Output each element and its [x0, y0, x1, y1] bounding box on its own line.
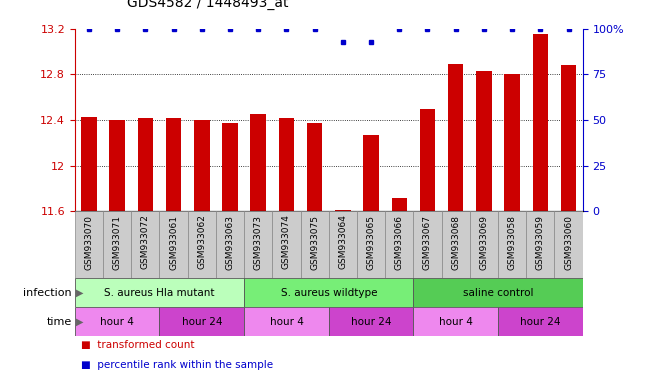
Text: infection: infection: [23, 288, 72, 298]
Text: GSM933065: GSM933065: [367, 215, 376, 270]
Bar: [75, 278, 244, 307]
Text: ■  transformed count: ■ transformed count: [81, 340, 195, 350]
Text: GSM933070: GSM933070: [85, 215, 94, 270]
Text: GSM933067: GSM933067: [423, 215, 432, 270]
Text: GSM933062: GSM933062: [197, 215, 206, 270]
Text: S. aureus wildtype: S. aureus wildtype: [281, 288, 377, 298]
Bar: [363, 135, 379, 211]
Text: hour 4: hour 4: [439, 316, 473, 327]
Bar: [505, 74, 520, 211]
Text: ▶: ▶: [76, 316, 84, 327]
Bar: [413, 211, 441, 278]
Text: GSM933063: GSM933063: [225, 215, 234, 270]
Text: S. aureus Hla mutant: S. aureus Hla mutant: [104, 288, 215, 298]
Bar: [279, 118, 294, 211]
Bar: [476, 71, 492, 211]
Bar: [159, 307, 244, 336]
Bar: [561, 65, 576, 211]
Bar: [329, 307, 413, 336]
Bar: [244, 211, 272, 278]
Text: GDS4582 / 1448493_at: GDS4582 / 1448493_at: [127, 0, 288, 10]
Text: GSM933066: GSM933066: [395, 215, 404, 270]
Text: hour 24: hour 24: [182, 316, 222, 327]
Bar: [498, 211, 526, 278]
Bar: [357, 211, 385, 278]
Bar: [385, 211, 413, 278]
Text: time: time: [46, 316, 72, 327]
Text: GSM933075: GSM933075: [310, 215, 319, 270]
Bar: [533, 35, 548, 211]
Bar: [194, 120, 210, 211]
Bar: [413, 278, 583, 307]
Text: saline control: saline control: [463, 288, 533, 298]
Text: GSM933064: GSM933064: [339, 215, 348, 270]
Bar: [244, 278, 413, 307]
Bar: [391, 197, 407, 211]
Text: GSM933061: GSM933061: [169, 215, 178, 270]
Bar: [166, 118, 182, 211]
Bar: [103, 211, 132, 278]
Bar: [272, 211, 301, 278]
Bar: [75, 307, 159, 336]
Text: hour 4: hour 4: [100, 316, 134, 327]
Text: GSM933059: GSM933059: [536, 215, 545, 270]
Bar: [470, 211, 498, 278]
Bar: [159, 211, 187, 278]
Text: GSM933073: GSM933073: [254, 215, 263, 270]
Bar: [251, 114, 266, 211]
Bar: [222, 123, 238, 211]
Text: hour 24: hour 24: [351, 316, 391, 327]
Bar: [448, 64, 464, 211]
Bar: [555, 211, 583, 278]
Bar: [307, 123, 322, 211]
Text: ■  percentile rank within the sample: ■ percentile rank within the sample: [81, 360, 273, 370]
Text: GSM933068: GSM933068: [451, 215, 460, 270]
Text: ▶: ▶: [76, 288, 84, 298]
Bar: [498, 307, 583, 336]
Bar: [75, 211, 103, 278]
Bar: [244, 307, 329, 336]
Text: GSM933058: GSM933058: [508, 215, 517, 270]
Text: GSM933060: GSM933060: [564, 215, 573, 270]
Text: GSM933074: GSM933074: [282, 215, 291, 270]
Text: hour 24: hour 24: [520, 316, 561, 327]
Bar: [109, 120, 125, 211]
Bar: [216, 211, 244, 278]
Bar: [420, 109, 436, 211]
Text: GSM933071: GSM933071: [113, 215, 122, 270]
Bar: [413, 307, 498, 336]
Bar: [81, 117, 97, 211]
Bar: [335, 210, 351, 211]
Bar: [441, 211, 470, 278]
Text: GSM933072: GSM933072: [141, 215, 150, 270]
Bar: [301, 211, 329, 278]
Bar: [137, 118, 153, 211]
Bar: [526, 211, 555, 278]
Text: GSM933069: GSM933069: [479, 215, 488, 270]
Bar: [187, 211, 216, 278]
Bar: [132, 211, 159, 278]
Bar: [329, 211, 357, 278]
Text: hour 4: hour 4: [270, 316, 303, 327]
